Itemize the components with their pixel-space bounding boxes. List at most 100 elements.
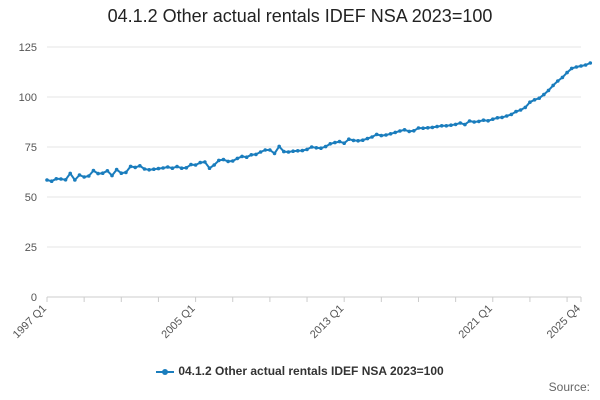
data-point xyxy=(226,159,230,164)
data-point xyxy=(142,167,147,171)
data-point xyxy=(393,130,398,135)
data-point xyxy=(133,165,138,170)
y-tick-label: 50 xyxy=(25,192,37,204)
data-point xyxy=(472,120,477,124)
data-point xyxy=(319,146,323,150)
data-point xyxy=(45,178,49,182)
data-point xyxy=(514,109,518,114)
data-point xyxy=(63,178,68,182)
data-point xyxy=(114,167,119,172)
data-point xyxy=(161,166,165,170)
data-point xyxy=(425,126,430,130)
data-point xyxy=(583,63,588,67)
data-point xyxy=(217,158,221,163)
data-point xyxy=(555,79,560,83)
data-point xyxy=(82,175,86,179)
data-point xyxy=(110,173,114,178)
series-line xyxy=(46,62,591,183)
data-point xyxy=(203,160,207,164)
data-point xyxy=(588,61,593,65)
x-tick-label: 2021 Q1 xyxy=(457,303,495,341)
data-point xyxy=(300,148,305,153)
data-point xyxy=(212,163,216,167)
data-point xyxy=(240,154,244,159)
data-point xyxy=(374,132,379,137)
data-point xyxy=(379,133,384,138)
legend[interactable]: 04.1.2 Other actual rentals IDEF NSA 202… xyxy=(0,364,600,378)
data-point xyxy=(579,64,583,68)
source-label: Source: xyxy=(548,380,590,394)
data-point xyxy=(152,167,156,171)
y-tick-label: 0 xyxy=(31,292,37,304)
data-point xyxy=(490,117,495,121)
data-point xyxy=(537,96,542,100)
data-point xyxy=(337,139,342,144)
data-point xyxy=(560,75,565,80)
data-point xyxy=(351,138,356,143)
data-point xyxy=(523,105,528,110)
data-point xyxy=(128,164,133,169)
data-point xyxy=(282,149,286,154)
x-tick-label: 1997 Q1 xyxy=(11,303,49,341)
data-point xyxy=(528,100,532,104)
data-point xyxy=(244,155,249,159)
data-point xyxy=(458,121,463,125)
data-point xyxy=(254,152,258,157)
legend-label: 04.1.2 Other actual rentals IDEF NSA 202… xyxy=(178,364,444,378)
x-tick-label: 2005 Q1 xyxy=(159,303,197,341)
chart-title: 04.1.2 Other actual rentals IDEF NSA 202… xyxy=(107,6,493,26)
data-point xyxy=(416,126,421,130)
data-point xyxy=(277,144,281,149)
data-point xyxy=(263,148,268,152)
data-point xyxy=(467,119,472,123)
y-tick-label: 75 xyxy=(25,142,37,154)
data-point xyxy=(412,129,416,133)
data-point xyxy=(68,171,73,176)
data-point xyxy=(388,132,393,136)
data-point xyxy=(272,151,277,156)
data-point xyxy=(100,171,105,175)
y-tick-label: 125 xyxy=(19,42,37,54)
data-point xyxy=(156,166,161,171)
data-point xyxy=(96,171,100,176)
x-tick-label: 2025 Q4 xyxy=(545,303,583,341)
data-point xyxy=(59,177,63,181)
data-point xyxy=(77,173,82,177)
data-point xyxy=(565,70,569,75)
data-point xyxy=(295,149,300,153)
axes: 0 25 50 75 100 125 1997 Q1 2005 Q1 2013 Q1 2021 Q… xyxy=(11,42,583,341)
data-point xyxy=(305,147,309,152)
data-point xyxy=(495,116,500,120)
data-point xyxy=(542,92,546,97)
data-point xyxy=(309,145,314,149)
data-point xyxy=(347,137,351,141)
data-point xyxy=(430,125,435,130)
data-point xyxy=(365,136,370,141)
y-tick-label: 25 xyxy=(25,242,37,254)
data-point xyxy=(402,128,407,132)
data-point xyxy=(165,165,170,169)
data-point xyxy=(249,153,254,157)
data-point xyxy=(532,98,537,102)
data-point xyxy=(54,177,59,181)
data-point xyxy=(86,174,91,178)
data-point xyxy=(435,124,439,129)
data-point xyxy=(370,135,374,139)
data-point xyxy=(91,168,96,173)
data-point xyxy=(230,159,235,163)
data-point xyxy=(147,168,151,172)
data-point xyxy=(398,129,402,133)
data-point xyxy=(268,148,272,152)
data-point xyxy=(518,108,523,112)
data-point xyxy=(463,122,467,127)
data-point xyxy=(323,144,328,149)
data-point xyxy=(574,65,579,69)
data-point xyxy=(551,83,555,88)
data-point xyxy=(207,166,212,170)
data-point xyxy=(333,140,337,145)
data-point xyxy=(105,169,110,173)
data-point xyxy=(453,122,458,127)
series-layer xyxy=(45,61,593,183)
data-point xyxy=(356,139,360,143)
data-point xyxy=(384,133,388,137)
